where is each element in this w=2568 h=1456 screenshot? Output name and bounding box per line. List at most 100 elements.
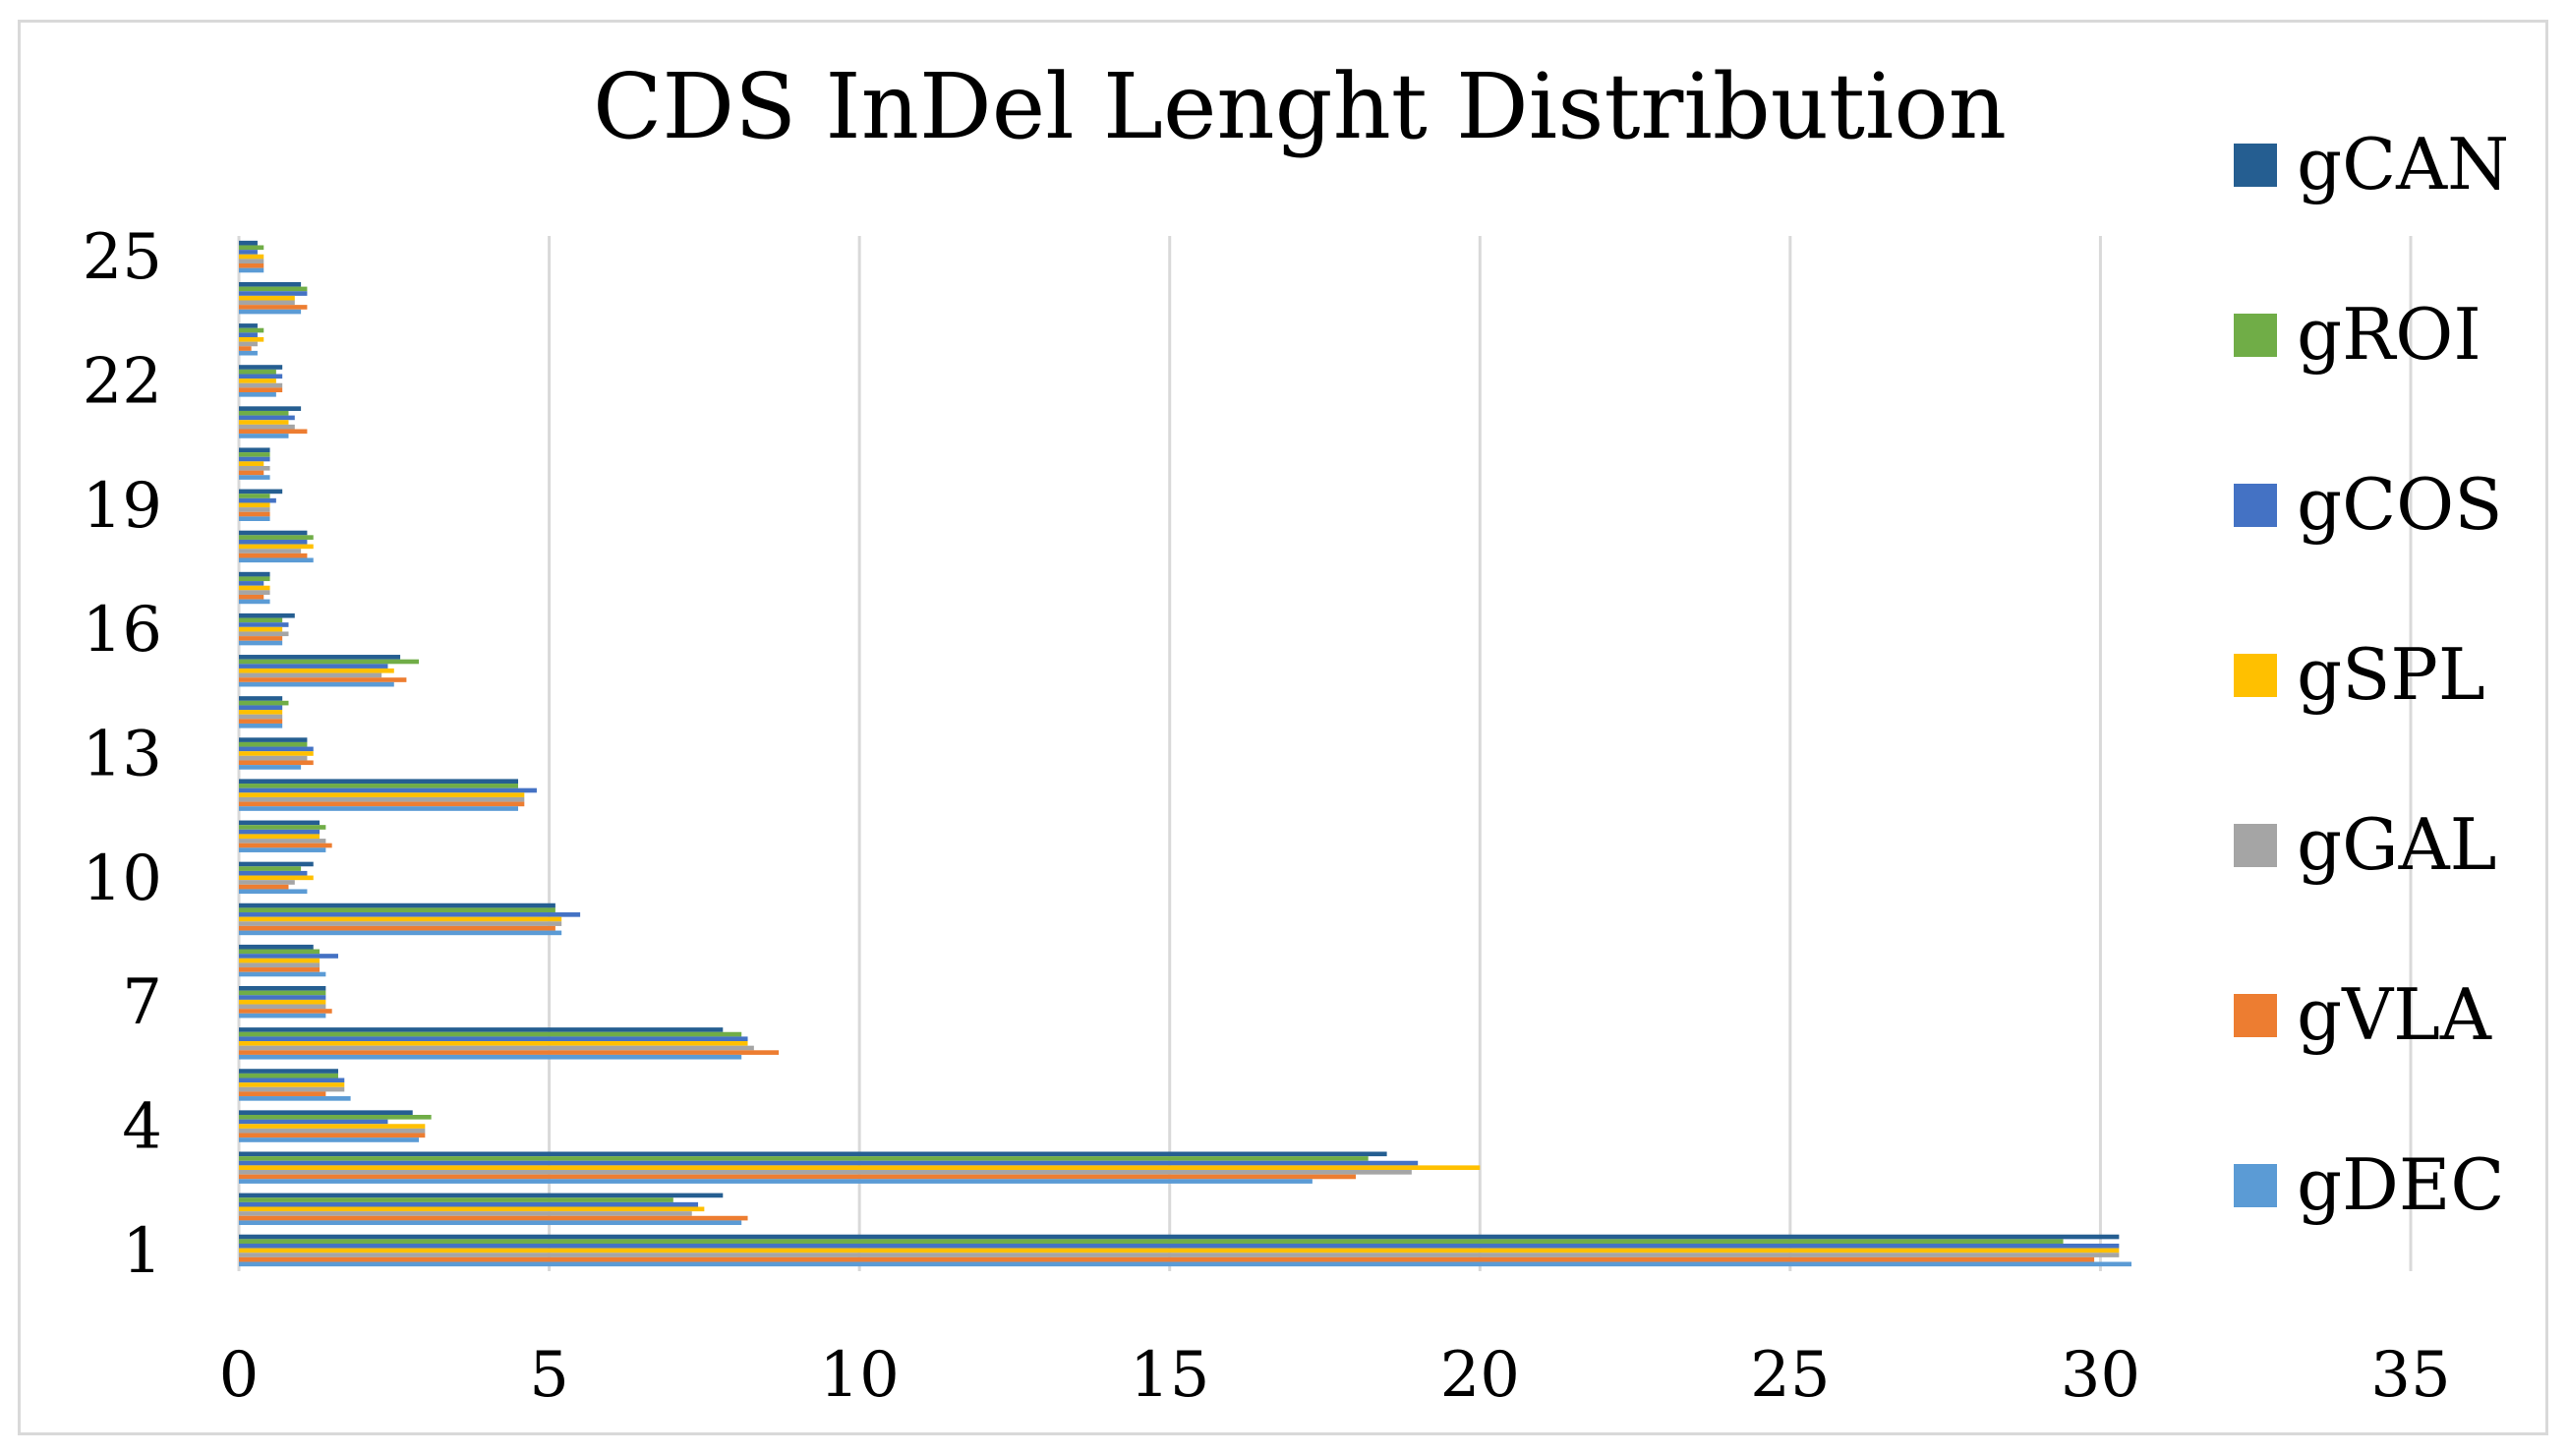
bar-gGAL-24 <box>239 300 295 306</box>
bar-gDEC-24 <box>239 309 302 315</box>
bar-gDEC-7 <box>239 1013 326 1019</box>
legend-label-gSPL: gSPL <box>2297 633 2485 716</box>
bar-gCAN-21 <box>239 406 302 411</box>
y-tick-label: 16 <box>83 594 162 667</box>
bar-gCAN-7 <box>239 986 326 991</box>
bar-gVLA-6 <box>239 1050 780 1055</box>
bar-gROI-18 <box>239 535 314 540</box>
bar-gROI-4 <box>239 1114 432 1120</box>
bar-gSPL-19 <box>239 502 270 508</box>
bar-gGAL-8 <box>239 962 321 968</box>
bar-gSPL-6 <box>239 1041 748 1046</box>
bar-gGAL-5 <box>239 1086 345 1092</box>
bar-gCOS-21 <box>239 415 295 421</box>
bar-gROI-11 <box>239 825 326 830</box>
bar-gSPL-7 <box>239 999 326 1005</box>
bar-gDEC-12 <box>239 806 519 811</box>
bar-gCAN-2 <box>239 1193 724 1198</box>
bar-gROI-24 <box>239 286 308 292</box>
bar-gVLA-12 <box>239 801 525 807</box>
bar-gSPL-2 <box>239 1206 705 1212</box>
bar-gGAL-17 <box>239 590 270 595</box>
bar-gCOS-15 <box>239 664 388 669</box>
bar-gVLA-11 <box>239 843 332 848</box>
bar-gSPL-14 <box>239 710 283 715</box>
bar-gCAN-22 <box>239 365 283 370</box>
bar-gCAN-20 <box>239 447 270 453</box>
bar-gVLA-18 <box>239 553 308 558</box>
y-tick-label: 22 <box>83 345 162 418</box>
bar-gGAL-20 <box>239 465 270 471</box>
bar-gSPL-21 <box>239 420 289 425</box>
bar-gSPL-20 <box>239 461 264 466</box>
bar-gCOS-16 <box>239 622 289 627</box>
legend-swatch-gDEC <box>2234 1164 2277 1207</box>
bar-gCOS-8 <box>239 954 338 959</box>
legend-label-gDEC: gDEC <box>2297 1143 2504 1226</box>
bar-gCOS-25 <box>239 250 258 255</box>
bar-gROI-7 <box>239 990 326 996</box>
bar-gVLA-3 <box>239 1174 1357 1180</box>
bar-gVLA-7 <box>239 1009 332 1014</box>
bar-gDEC-21 <box>239 434 289 438</box>
bar-gCOS-2 <box>239 1201 699 1207</box>
bar-gCOS-19 <box>239 497 276 503</box>
bar-gSPL-22 <box>239 379 276 383</box>
bar-gDEC-11 <box>239 847 326 852</box>
y-tick-label: 4 <box>122 1091 162 1164</box>
bar-gCAN-12 <box>239 779 519 785</box>
x-tick-label: 5 <box>529 1339 569 1412</box>
y-tick-label: 13 <box>83 719 162 791</box>
x-tick-label: 20 <box>1440 1339 1520 1412</box>
bars <box>239 240 2131 1267</box>
legend-swatch-gSPL <box>2234 654 2277 697</box>
bar-gVLA-15 <box>239 677 407 682</box>
legend-label-gGAL: gGAL <box>2297 803 2496 886</box>
bar-gGAL-4 <box>239 1128 426 1134</box>
bar-gCOS-18 <box>239 539 308 545</box>
bar-gVLA-9 <box>239 925 555 931</box>
bar-gDEC-3 <box>239 1179 1313 1184</box>
bar-gGAL-1 <box>239 1252 2120 1257</box>
bar-gGAL-11 <box>239 839 326 844</box>
bar-gCOS-7 <box>239 995 326 1000</box>
bar-gCAN-24 <box>239 281 302 287</box>
bar-gGAL-18 <box>239 549 302 553</box>
bar-gDEC-2 <box>239 1220 742 1226</box>
bar-gCOS-13 <box>239 746 314 752</box>
bar-gROI-8 <box>239 949 321 955</box>
bar-gCOS-17 <box>239 581 264 586</box>
legend-swatch-gCOS <box>2234 484 2277 527</box>
bar-gGAL-15 <box>239 672 382 678</box>
bar-gCOS-10 <box>239 870 308 876</box>
bar-gSPL-17 <box>239 585 270 591</box>
bar-gROI-6 <box>239 1031 742 1037</box>
bar-gCAN-23 <box>239 323 258 328</box>
bar-gCAN-5 <box>239 1069 338 1074</box>
bar-gCOS-14 <box>239 705 283 711</box>
bar-gSPL-4 <box>239 1124 426 1129</box>
bar-gCAN-17 <box>239 571 270 577</box>
bar-gCOS-22 <box>239 374 283 379</box>
bar-gGAL-2 <box>239 1211 692 1216</box>
bar-gROI-10 <box>239 866 302 871</box>
bar-gDEC-15 <box>239 681 394 687</box>
bar-gGAL-3 <box>239 1170 1412 1175</box>
legend-label-gCOS: gCOS <box>2297 463 2503 546</box>
bar-gCAN-10 <box>239 861 314 867</box>
bar-gROI-14 <box>239 700 289 706</box>
bar-gROI-9 <box>239 907 555 913</box>
bar-gCOS-3 <box>239 1160 1419 1166</box>
bar-gCAN-9 <box>239 903 555 908</box>
bar-gCOS-12 <box>239 787 537 793</box>
bar-gVLA-23 <box>239 346 252 351</box>
bar-gDEC-6 <box>239 1054 742 1060</box>
bar-gROI-12 <box>239 784 519 788</box>
legend: gCAN gROI gCOS gSPL gGAL gVLA gDEC <box>2234 123 2509 1226</box>
bar-gCAN-15 <box>239 655 401 660</box>
bar-gCAN-14 <box>239 696 283 701</box>
bar-gVLA-25 <box>239 263 264 268</box>
bar-gGAL-19 <box>239 507 270 512</box>
bar-gSPL-9 <box>239 916 562 922</box>
bar-gVLA-17 <box>239 594 264 600</box>
